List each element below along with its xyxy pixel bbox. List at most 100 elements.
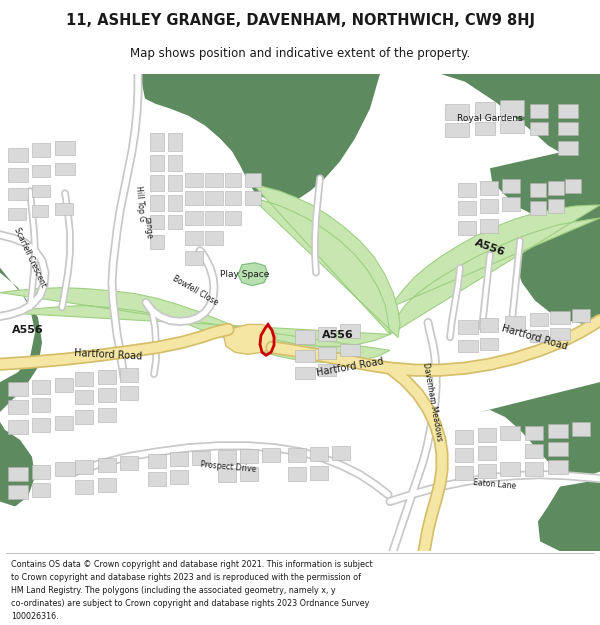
Bar [55,416,73,430]
Bar [262,448,280,462]
Bar [245,173,261,187]
Bar [32,482,50,496]
Text: Eaton Lane: Eaton Lane [473,478,517,491]
Bar [55,462,75,476]
Bar [558,121,578,136]
Bar [240,449,258,462]
Bar [480,319,498,332]
Bar [32,205,48,217]
Bar [75,372,93,386]
Text: Play Space: Play Space [220,270,269,279]
Bar [530,104,548,118]
Bar [478,428,496,442]
Bar [8,400,28,414]
Polygon shape [0,422,35,506]
Bar [572,309,590,322]
Bar [148,454,166,468]
Bar [98,370,116,384]
Bar [150,175,164,191]
Bar [168,133,182,151]
Bar [185,231,203,245]
Bar [530,312,548,326]
Bar [205,211,223,225]
Bar [225,173,241,187]
Bar [55,163,75,175]
Polygon shape [238,262,268,286]
Bar [170,452,188,466]
Bar [32,165,50,177]
Text: to Crown copyright and database rights 2023 and is reproduced with the permissio: to Crown copyright and database rights 2… [11,573,361,582]
Bar [148,472,166,486]
Bar [445,104,469,119]
Bar [170,469,188,484]
Bar [32,185,50,197]
Bar [548,460,568,474]
Bar [458,201,476,215]
Bar [340,344,360,356]
Bar [120,368,138,382]
Bar [205,231,223,245]
Bar [98,408,116,422]
Polygon shape [538,479,600,551]
Bar [8,148,28,162]
Bar [530,121,548,136]
Bar [75,460,93,474]
Polygon shape [440,74,600,163]
Polygon shape [490,143,600,228]
Bar [500,462,520,476]
Bar [445,124,469,138]
Bar [340,324,360,338]
Bar [505,316,525,331]
Bar [218,450,236,464]
Bar [525,426,543,440]
Bar [502,197,520,211]
Bar [225,191,241,205]
Bar [75,390,93,404]
Bar [478,464,496,478]
Bar [32,465,50,479]
Bar [168,215,182,229]
Bar [75,410,93,424]
Bar [458,221,476,235]
Bar [530,201,546,215]
Bar [288,467,306,481]
Bar [150,156,164,171]
Bar [558,104,578,118]
Bar [98,478,116,491]
Bar [8,420,28,434]
Text: Davenham Meadows: Davenham Meadows [421,362,443,442]
Bar [98,388,116,402]
Bar [185,211,203,225]
Bar [75,479,93,494]
Polygon shape [0,133,42,412]
Polygon shape [390,205,600,334]
Text: Map shows position and indicative extent of the property.: Map shows position and indicative extent… [130,47,470,59]
Bar [32,143,50,158]
Text: Scarfell Crescent: Scarfell Crescent [12,226,48,289]
Bar [475,102,495,118]
Bar [185,191,203,205]
Bar [475,121,495,136]
Text: A556: A556 [12,326,44,336]
Bar [500,99,524,116]
Bar [218,468,236,482]
Bar [295,368,315,379]
Bar [150,133,164,151]
Bar [295,331,315,344]
Bar [8,188,28,200]
Bar [55,141,75,156]
Bar [55,378,73,392]
Bar [480,219,498,233]
Bar [120,456,138,469]
Bar [548,199,564,213]
Polygon shape [515,218,600,324]
Bar [530,331,548,342]
Bar [168,195,182,211]
Bar [525,462,543,476]
Text: Hartford Road: Hartford Road [74,349,142,362]
Bar [240,467,258,481]
Polygon shape [140,74,380,198]
Bar [318,328,336,341]
Bar [150,215,164,229]
Bar [185,173,203,187]
